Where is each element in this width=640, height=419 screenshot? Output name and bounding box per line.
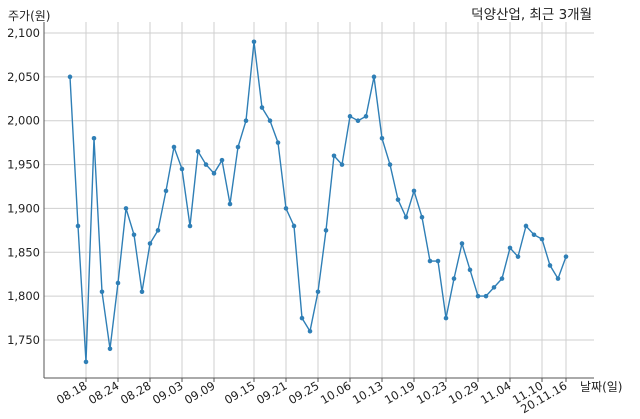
data-point [371,74,377,80]
x-tick-label: 10.29 [446,378,482,407]
data-point [347,114,353,119]
data-point [387,162,393,167]
data-point [123,206,129,211]
data-point [155,228,161,233]
data-point [451,276,457,281]
data-point [531,232,537,238]
x-tick-label: 10.13 [350,378,386,407]
data-point [331,153,337,159]
x-tick-label: 09.15 [222,378,258,407]
data-point [395,197,401,202]
x-tick-label: 09.03 [150,378,186,407]
data-point [235,144,241,150]
data-point [315,289,321,295]
y-tick-label: 1,850 [7,245,40,259]
data-point [459,241,465,246]
x-axis-label: 날짜(일) [580,380,622,394]
y-tick-label: 2,050 [7,70,40,84]
data-point [163,188,169,194]
data-point [307,328,313,334]
y-tick-labels: 1,750 1,800 1,850 1,900 1,950 2,000 2,050 2,100 [7,26,40,347]
data-point [243,118,249,124]
x-tick-label: 08.18 [54,378,90,407]
data-point [483,293,489,299]
data-point [187,223,193,229]
data-point [211,171,217,176]
data-point [539,236,545,242]
y-tick-label: 2,100 [7,26,40,40]
y-tick-label: 2,000 [7,114,40,128]
x-tick-label: 10.23 [414,378,450,407]
data-point [379,135,385,141]
y-tick-label: 1,950 [7,158,40,172]
data-point [419,214,425,220]
x-tick-label: 10.19 [382,378,418,407]
data-point [227,201,233,207]
data-point [507,245,513,251]
data-point [75,223,81,229]
data-point [283,206,289,211]
chart-title: 덕양산업, 최근 3개월 [471,7,592,23]
data-point [171,144,177,150]
x-tick-label: 10.06 [318,378,354,407]
data-point [99,289,105,295]
data-point [195,149,201,154]
data-point [107,346,113,352]
data-point [259,105,265,110]
y-tick-label: 1,800 [7,289,40,303]
data-point [91,135,97,141]
data-point [563,254,569,259]
data-point [523,223,529,229]
data-point [251,39,257,45]
x-tick-label: 09.09 [182,378,218,407]
x-tick-label: 11.04 [478,378,514,407]
data-point [131,232,137,238]
y-axis-label: 주가(원) [8,9,50,23]
data-point [67,74,73,80]
data-point [555,276,561,281]
data-point [299,315,305,321]
y-tick-label: 1,900 [7,201,40,215]
x-tick-label: 08.24 [86,378,122,407]
data-point [403,214,409,220]
x-tick-label: 09.25 [286,378,322,407]
data-point [267,118,273,124]
axes [43,22,594,382]
data-point [179,166,185,172]
data-point [339,162,345,167]
data-point [411,188,417,194]
x-tick-label: 09.21 [254,378,290,407]
data-point [515,254,521,259]
data-point [291,223,297,229]
data-point [427,258,433,264]
data-point [467,267,473,273]
data-point [475,293,481,299]
data-point [499,276,505,281]
data-point [355,118,361,124]
data-point [203,162,209,167]
data-point [139,289,145,295]
data-point [147,241,153,246]
gridlines [44,22,594,378]
data-point [443,315,449,321]
data-point [219,157,225,163]
y-tick-label: 1,750 [7,333,40,347]
data-point [491,285,497,290]
x-tick-label: 08.28 [118,378,154,407]
data-point [435,258,441,264]
data-point [323,228,329,233]
series [67,39,569,365]
data-point [363,114,369,119]
data-point [115,280,121,286]
data-point [83,359,89,365]
data-point [275,140,281,145]
data-point [547,263,553,268]
